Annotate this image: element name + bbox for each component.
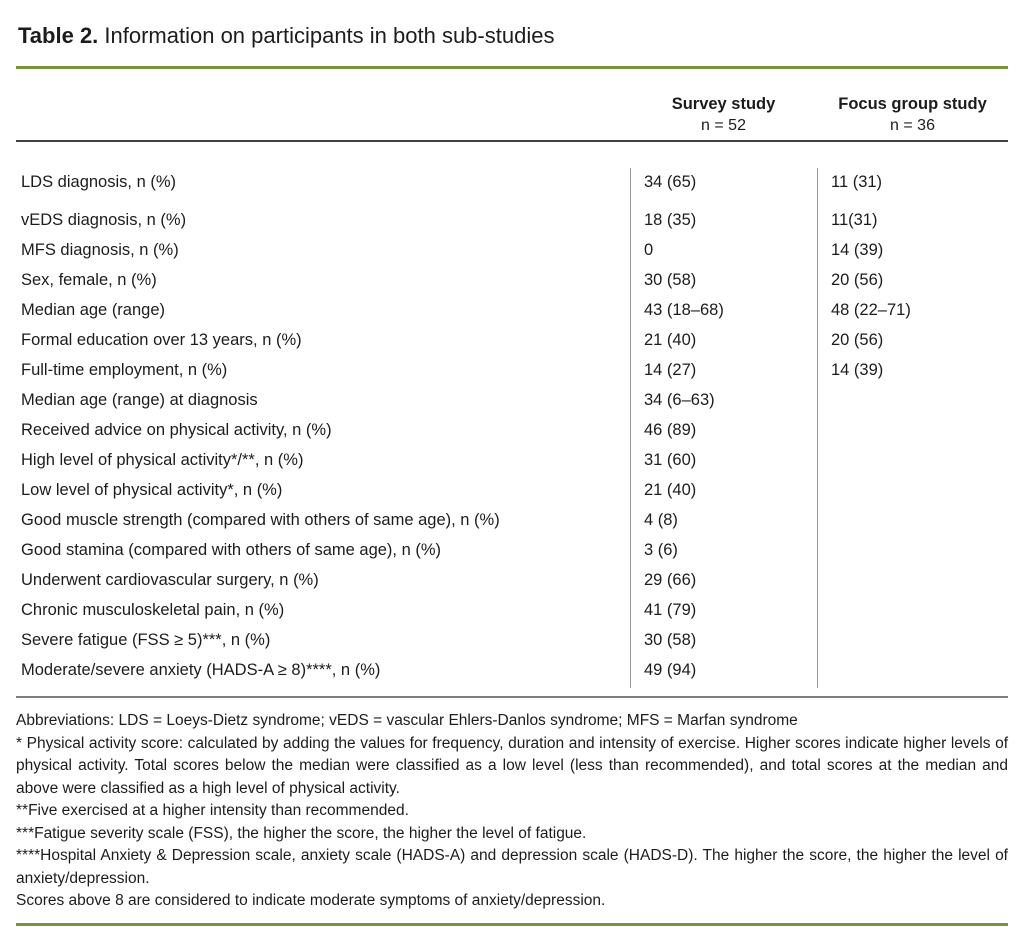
table-row: Underwent cardiovascular surgery, n (%) … [16,568,1008,598]
row-label: MFS diagnosis, n (%) [21,241,179,259]
focus-group-value: 14 (39) [817,358,1008,388]
survey-value: 34 (6–63) [630,388,817,418]
table-row: Severe fatigue (FSS ≥ 5)***, n (%) 30 (5… [16,628,1008,658]
row-label: Full-time employment, n (%) [21,361,228,379]
row-label: Good stamina (compared with others of sa… [21,541,442,559]
row-label: Formal education over 13 years, n (%) [21,331,302,349]
column-header-focus-group: Focus group study n = 36 [817,94,1008,137]
survey-value: 3 (6) [630,538,817,568]
footer-rule [16,696,1008,698]
footnote-intensity: **Five exercised at a higher intensity t… [16,802,409,819]
focus-group-value: 14 (39) [817,238,1008,268]
table-row: Low level of physical activity*, n (%) 2… [16,478,1008,508]
survey-value: 21 (40) [630,478,817,508]
row-label: Sex, female, n (%) [21,271,157,289]
survey-value: 43 (18–68) [630,298,817,328]
bottom-green-rule [16,923,1008,926]
footnote-hads: ****Hospital Anxiety & Depression scale,… [16,847,1008,887]
footnotes-block: Abbreviations: LDS = Loeys-Dietz syndrom… [16,710,1008,913]
survey-value: 30 (58) [630,628,817,658]
survey-value: 46 (89) [630,418,817,448]
focus-group-value [817,658,1008,688]
footnote-abbreviations: Abbreviations: LDS = Loeys-Dietz syndrom… [16,712,798,729]
focus-group-value: 48 (22–71) [817,298,1008,328]
survey-value: 0 [630,238,817,268]
survey-column-title: Survey study [671,95,776,113]
footnote-scores-above-8: Scores above 8 are considered to indicat… [16,892,606,909]
survey-value: 30 (58) [630,268,817,298]
row-label: LDS diagnosis, n (%) [21,173,176,191]
focus-group-value [817,538,1008,568]
focus-group-value [817,418,1008,448]
survey-value: 31 (60) [630,448,817,478]
table-row: Good stamina (compared with others of sa… [16,538,1008,568]
table-row: Moderate/severe anxiety (HADS-A ≥ 8)****… [16,658,1008,688]
row-label: Low level of physical activity*, n (%) [21,481,283,499]
table-row: MFS diagnosis, n (%) 0 14 (39) [16,238,1008,268]
survey-column-n: n = 52 [701,117,746,134]
survey-value: 4 (8) [630,508,817,538]
table-row: Good muscle strength (compared with othe… [16,508,1008,538]
row-label: Received advice on physical activity, n … [21,421,332,439]
table-row: Median age (range) at diagnosis 34 (6–63… [16,388,1008,418]
table-title: Table 2. Information on participants in … [18,23,1008,49]
focus-group-value [817,598,1008,628]
survey-value: 21 (40) [630,328,817,358]
focus-group-value [817,478,1008,508]
table-row: Sex, female, n (%) 30 (58) 20 (56) [16,268,1008,298]
row-label: High level of physical activity*/**, n (… [21,451,304,469]
row-label: Chronic musculoskeletal pain, n (%) [21,601,285,619]
table-row: Chronic musculoskeletal pain, n (%) 41 (… [16,598,1008,628]
header-rule [16,140,1008,142]
focus-group-value: 20 (56) [817,268,1008,298]
footnote-fss: ***Fatigue severity scale (FSS), the hig… [16,824,587,842]
focus-group-column-title: Focus group study [838,95,987,113]
table-body: LDS diagnosis, n (%) 34 (65) 11 (31) vED… [16,168,1008,688]
row-label: vEDS diagnosis, n (%) [21,211,187,229]
focus-group-value [817,508,1008,538]
focus-group-value [817,388,1008,418]
survey-value: 41 (79) [630,598,817,628]
table-row: High level of physical activity*/**, n (… [16,448,1008,478]
survey-value: 34 (65) [630,168,817,208]
focus-group-value: 11 (31) [817,168,1008,208]
focus-group-value [817,568,1008,598]
table-row: vEDS diagnosis, n (%) 18 (35) 11(31) [16,208,1008,238]
focus-group-value [817,448,1008,478]
survey-value: 14 (27) [630,358,817,388]
header-spacer [16,94,630,137]
focus-group-column-n: n = 36 [890,117,935,134]
survey-value: 18 (35) [630,208,817,238]
table-content: Table 2. Information on participants in … [16,0,1008,913]
table-number: Table 2. [18,23,99,48]
focus-group-value: 11(31) [817,208,1008,238]
table-row: Median age (range) 43 (18–68) 48 (22–71) [16,298,1008,328]
focus-group-value: 20 (56) [817,328,1008,358]
row-label: Moderate/severe anxiety (HADS-A ≥ 8)****… [21,661,381,679]
table-header-row: Survey study n = 52 Focus group study n … [16,94,1008,137]
row-label: Median age (range) [21,301,166,319]
focus-group-value [817,628,1008,658]
table-row: Formal education over 13 years, n (%) 21… [16,328,1008,358]
survey-value: 49 (94) [630,658,817,688]
table-row: Full-time employment, n (%) 14 (27) 14 (… [16,358,1008,388]
table-caption: Information on participants in both sub-… [98,23,555,48]
table-row: LDS diagnosis, n (%) 34 (65) 11 (31) [16,168,1008,208]
row-label: Severe fatigue (FSS ≥ 5)***, n (%) [21,631,271,649]
top-green-rule [16,66,1008,69]
footnote-physical-activity-score: * Physical activity score: calculated by… [16,734,1008,797]
table-row: Received advice on physical activity, n … [16,418,1008,448]
column-header-survey: Survey study n = 52 [630,94,817,137]
row-label: Median age (range) at diagnosis [21,391,258,409]
row-label: Underwent cardiovascular surgery, n (%) [21,571,319,589]
row-label: Good muscle strength (compared with othe… [21,511,500,529]
survey-value: 29 (66) [630,568,817,598]
